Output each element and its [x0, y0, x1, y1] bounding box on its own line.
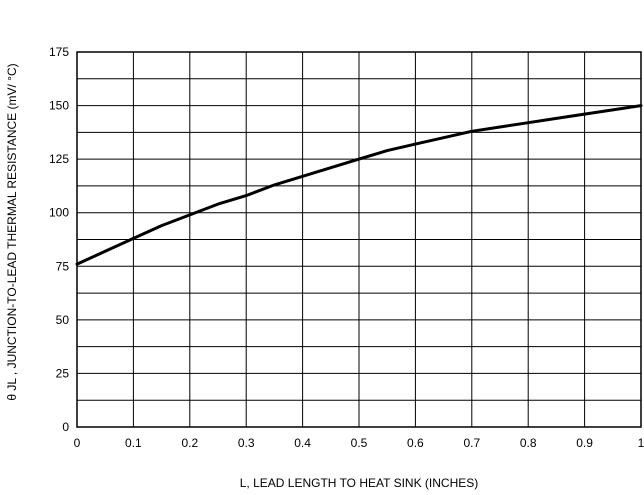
x-tick-label: 0.7	[463, 436, 480, 450]
x-tick-labels: 0 0.1 0.2 0.3 0.4 0.5 0.6 0.7 0.8 0.9 1	[74, 436, 644, 450]
y-tick-label: 25	[56, 366, 70, 380]
grid	[76, 51, 642, 428]
plot-frame	[76, 51, 642, 428]
x-axis-title: L, LEAD LENGTH TO HEAT SINK (INCHES)	[240, 476, 479, 490]
x-tick-label: 0.5	[351, 436, 368, 450]
x-tick-label: 0.4	[294, 436, 311, 450]
series-line	[75, 104, 643, 266]
y-tick-label: 125	[49, 152, 69, 166]
series-group	[75, 104, 643, 266]
x-tick-label: 0.6	[407, 436, 424, 450]
y-tick-labels: 0 25 50 75 100 125 150 175	[49, 45, 69, 434]
y-axis-title: θ JL , JUNCTION-TO-LEAD THERMAL RESISTAN…	[5, 63, 19, 400]
x-tick-label: 0.1	[125, 436, 142, 450]
x-tick-label: 0.9	[576, 436, 593, 450]
y-tick-label: 75	[56, 259, 70, 273]
x-tick-label: 0.8	[520, 436, 537, 450]
y-tick-label: 0	[62, 420, 69, 434]
y-tick-label: 175	[49, 45, 69, 59]
y-tick-label: 150	[49, 99, 69, 113]
y-tick-label: 50	[56, 313, 70, 327]
y-tick-label: 100	[49, 206, 69, 220]
x-tick-label: 0	[74, 436, 81, 450]
x-tick-label: 0.3	[238, 436, 255, 450]
x-tick-label: 0.2	[181, 436, 198, 450]
x-tick-label: 1	[638, 436, 644, 450]
